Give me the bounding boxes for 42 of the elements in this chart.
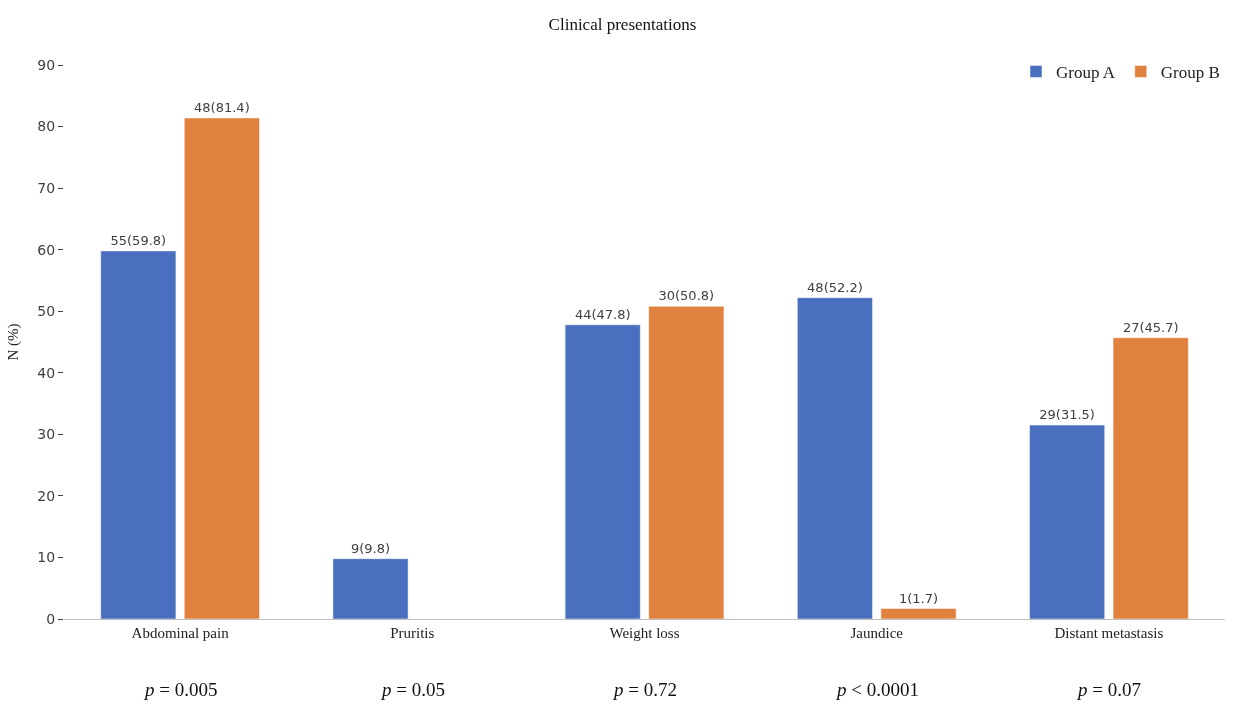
bar — [184, 117, 260, 619]
x-tick-label: Abdominal pain — [131, 625, 230, 641]
data-label: 55(59.8) — [110, 232, 167, 248]
x-tick-label: Jaundice — [850, 625, 904, 641]
data-label: 48(81.4) — [194, 99, 250, 115]
data-label: 27(45.7) — [1122, 319, 1179, 335]
bar — [564, 324, 641, 619]
y-tick-label: 50 — [37, 303, 56, 320]
bar — [1112, 337, 1189, 619]
legend-label: Group A — [1056, 63, 1116, 83]
x-tick-label: Pruritis — [390, 625, 435, 641]
text: p = 0.72 — [612, 679, 677, 700]
text: p = 0.05 — [380, 679, 445, 700]
y-tick-label: 0 — [46, 610, 56, 627]
data-label: 29(31.5) — [1039, 407, 1095, 423]
y-axis-title: N (%) — [4, 323, 22, 361]
y-tick-label: 40 — [37, 364, 56, 381]
bar — [797, 297, 873, 619]
data-label: 9(9.8) — [350, 540, 391, 556]
text: p = 0.005 — [143, 679, 218, 700]
chart-title: Clinical presentations — [548, 15, 697, 34]
y-tick-label: 30 — [37, 426, 56, 443]
y-tick-label: 60 — [37, 241, 56, 258]
y-tick-label: 20 — [37, 487, 56, 504]
data-label: 30(50.8) — [658, 288, 715, 304]
y-tick-label: 90 — [37, 56, 56, 73]
bar — [648, 306, 725, 619]
text: p = 0.07 — [1076, 679, 1141, 700]
bar — [880, 608, 957, 619]
y-tick-label: 10 — [37, 549, 56, 566]
x-tick-label: Weight loss — [609, 625, 680, 641]
y-tick-label: 80 — [37, 118, 56, 135]
data-label: 48(52.2) — [807, 279, 863, 295]
bar — [100, 250, 177, 619]
data-label: 1(1.7) — [898, 590, 939, 606]
bar — [332, 558, 409, 619]
y-tick-label: 70 — [37, 180, 56, 197]
bar — [1029, 424, 1105, 619]
text: p < 0.0001 — [835, 679, 919, 700]
data-label: 44(47.8) — [574, 306, 631, 322]
legend-label: Group B — [1160, 63, 1220, 83]
x-tick-label: Distant metastasis — [1054, 625, 1164, 641]
